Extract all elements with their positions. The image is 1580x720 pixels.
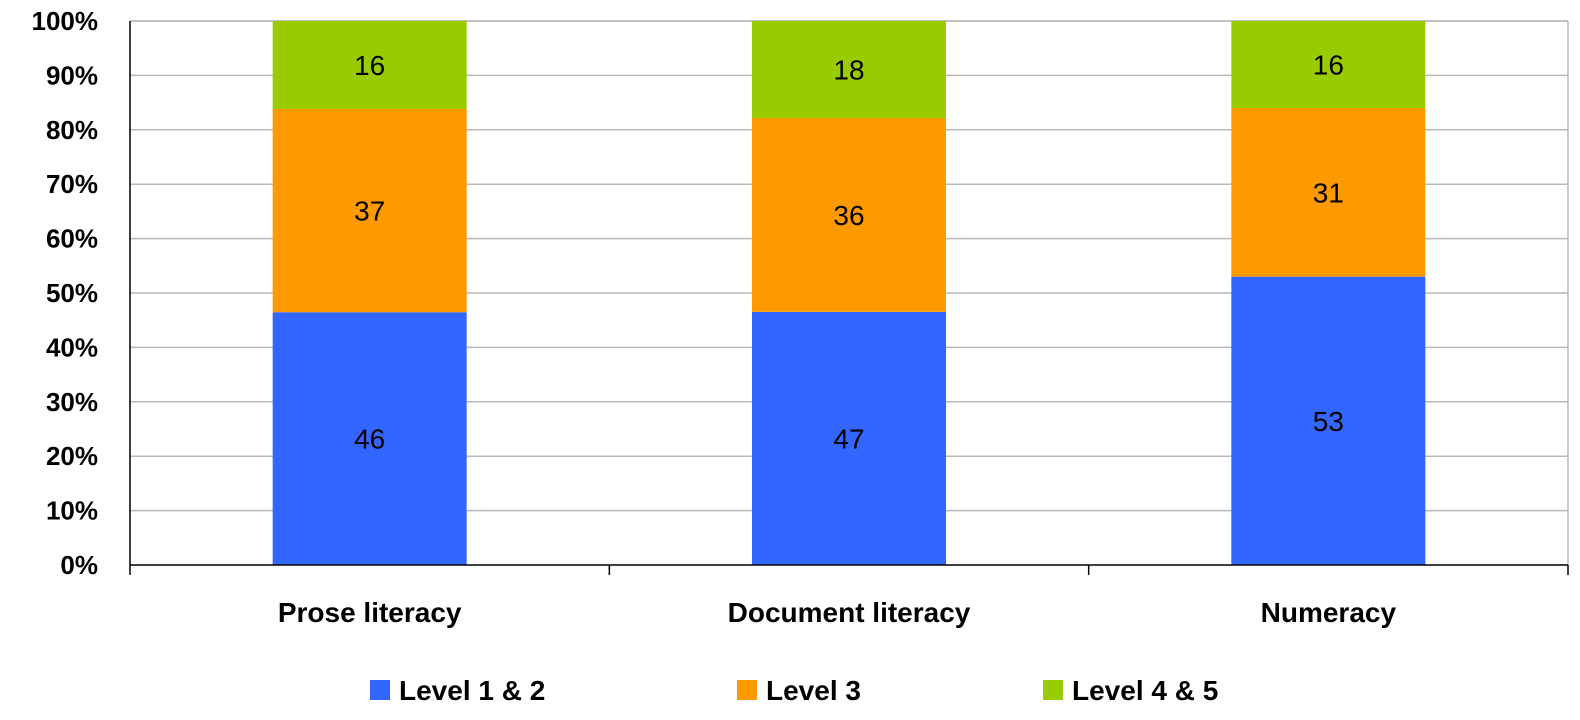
bar-segment	[1231, 21, 1426, 109]
data-labels: 46 37 16 47 36 18 53 31 16	[354, 50, 1344, 455]
legend: Level 1 & 2 Level 3 Level 4 & 5	[370, 675, 1218, 706]
data-label: 37	[354, 196, 385, 227]
data-label: 18	[833, 54, 864, 85]
legend-swatch	[1043, 680, 1063, 700]
axes: 0% 10% 20% 30% 40% 50% 60% 70% 80% 90% 100% Prose l…	[32, 6, 1569, 628]
y-tick-label: 80%	[46, 115, 98, 145]
x-category-label: Numeracy	[1261, 597, 1397, 628]
legend-label: Level 4 & 5	[1072, 675, 1218, 706]
data-label: 46	[354, 424, 385, 455]
bar-segment	[752, 21, 946, 118]
data-label: 16	[1313, 50, 1344, 81]
y-tick-label: 60%	[46, 224, 98, 254]
y-tick-label: 90%	[46, 60, 98, 90]
data-label: 36	[833, 200, 864, 231]
bars	[272, 21, 1426, 565]
bar-segment	[1231, 108, 1426, 277]
y-tick-label: 30%	[46, 387, 98, 417]
data-label: 16	[354, 50, 385, 81]
bar-segment	[752, 117, 946, 312]
y-tick-label: 20%	[46, 441, 98, 471]
y-tick-label: 40%	[46, 332, 98, 362]
legend-swatch	[737, 680, 757, 700]
y-tick-label: 70%	[46, 169, 98, 199]
bar-segment	[752, 311, 946, 565]
x-category-label: Document literacy	[728, 597, 971, 628]
legend-swatch	[370, 680, 390, 700]
bar-segment	[1231, 276, 1426, 565]
x-category-label: Prose literacy	[278, 597, 462, 628]
data-label: 47	[833, 423, 864, 454]
data-label: 31	[1313, 177, 1344, 208]
legend-label: Level 3	[766, 675, 861, 706]
y-tick-label: 0%	[60, 550, 98, 580]
data-label: 53	[1313, 406, 1344, 437]
bar-segment	[272, 312, 467, 565]
legend-label: Level 1 & 2	[399, 675, 545, 706]
y-tick-label: 50%	[46, 278, 98, 308]
bar-segment	[272, 21, 467, 109]
y-tick-label: 10%	[46, 496, 98, 526]
bar-segment	[272, 108, 467, 313]
y-tick-label: 100%	[32, 6, 99, 36]
